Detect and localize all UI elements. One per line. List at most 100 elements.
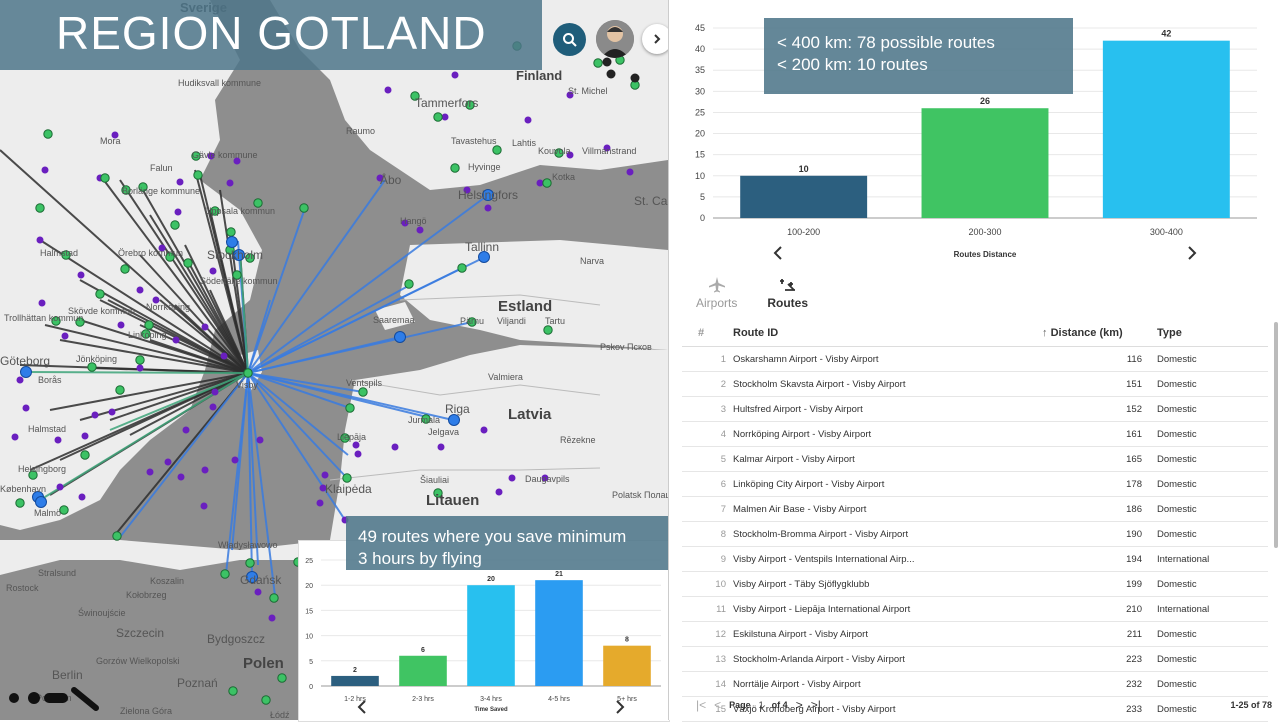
y-tick-label: 25: [305, 558, 313, 565]
table-scrollbar[interactable]: [1274, 322, 1278, 548]
table-row[interactable]: 4 Norrköping Airport - Visby Airport 161 Do…: [682, 421, 1268, 447]
route-map[interactable]: SverigeHudiksvall kommuneFinlandTammerfo…: [0, 0, 668, 720]
distance-cell: 116: [1041, 346, 1156, 372]
col-number-header: #: [682, 320, 732, 347]
time-saved-data-label: 21: [555, 571, 563, 578]
tab-airports-label: Airports: [696, 296, 738, 310]
time-saved-banner: 49 routes where you save minimum 3 hours…: [346, 516, 668, 570]
map-label: Stockholm: [207, 248, 264, 262]
table-row[interactable]: 12 Eskilstuna Airport - Visby Airport 211 D…: [682, 621, 1268, 647]
first-page-icon[interactable]: |<: [696, 698, 707, 712]
distance-bar[interactable]: [740, 175, 868, 218]
type-cell: Domestic: [1156, 496, 1268, 522]
page-title: REGION GOTLAND: [56, 7, 487, 59]
time-saved-bar[interactable]: [331, 675, 379, 686]
table-row[interactable]: 2 Stockholm Skavsta Airport - Visby Airpo…: [682, 371, 1268, 397]
table-row[interactable]: 6 Linköping City Airport - Visby Airport 1…: [682, 471, 1268, 497]
last-page-icon[interactable]: >|: [810, 698, 821, 712]
page-number-input[interactable]: 1: [758, 700, 764, 710]
chevron-right-icon[interactable]: [1188, 246, 1197, 260]
time-saved-data-label: 6: [421, 647, 425, 654]
time-saved-bar[interactable]: [603, 645, 651, 686]
map-label: Jurmala: [408, 415, 441, 425]
tab-routes[interactable]: Routes: [767, 276, 808, 310]
chevron-left-icon[interactable]: [357, 700, 366, 714]
routes-icon: [779, 276, 797, 296]
table-row[interactable]: 3 Hultsfred Airport - Visby Airport 152 Dom…: [682, 396, 1268, 422]
prev-page-icon[interactable]: <: [714, 698, 722, 712]
next-page-icon[interactable]: >: [795, 698, 803, 712]
time-saved-bar[interactable]: [467, 585, 515, 686]
distance-cell: 232: [1041, 671, 1156, 697]
map-label: Rostock: [6, 583, 39, 593]
map-label: Jelgava: [428, 427, 460, 437]
table-row[interactable]: 13 Stockholm-Arlanda Airport - Visby Airp…: [682, 646, 1268, 672]
map-label: Visby: [236, 380, 258, 390]
y-tick-label: 25: [695, 107, 705, 117]
chevron-right-icon[interactable]: [616, 700, 625, 714]
route-id-cell: Visby Airport - Liepāja International Ai…: [732, 596, 1041, 622]
route-id-cell: Norrköping Airport - Visby Airport: [732, 421, 1041, 447]
map-label: Šiauliai: [420, 475, 450, 485]
type-cell: International: [1156, 546, 1268, 572]
map-label: Linköping: [128, 330, 167, 340]
map-label: St. Санкт: [634, 194, 668, 208]
time-saved-bar[interactable]: [535, 580, 583, 686]
col-type-header[interactable]: Type: [1156, 320, 1268, 347]
map-label: Daugavpils: [525, 474, 570, 484]
type-cell: Domestic: [1156, 471, 1268, 497]
map-label: Ventspils: [346, 378, 383, 388]
table-row[interactable]: 14 Norrtälje Airport - Visby Airport 232 Do…: [682, 671, 1268, 697]
y-tick-label: 45: [695, 23, 705, 33]
time-saved-bar[interactable]: [399, 655, 447, 686]
row-number: 4: [682, 421, 732, 447]
type-cell: Domestic: [1156, 521, 1268, 547]
row-number: 2: [682, 371, 732, 397]
map-label: Hyvinge: [468, 162, 501, 172]
expand-panel-button[interactable]: [642, 24, 672, 54]
row-number: 1: [682, 346, 732, 372]
avatar[interactable]: [596, 20, 634, 58]
distance-bar[interactable]: [921, 108, 1049, 218]
table-row[interactable]: 9 Visby Airport - Ventspils International…: [682, 546, 1268, 572]
distance-cell: 152: [1041, 396, 1156, 422]
y-tick-label: 15: [695, 150, 705, 160]
table-row[interactable]: 5 Kalmar Airport - Visby Airport 165 Domest…: [682, 446, 1268, 472]
map-label: Örebro kommun: [118, 248, 184, 258]
map-label: Åbo: [380, 173, 402, 187]
table-row[interactable]: 1 Oskarshamn Airport - Visby Airport 116 Do…: [682, 346, 1268, 372]
map-label: Berlin: [52, 668, 83, 682]
row-number: 14: [682, 671, 732, 697]
chevron-left-icon[interactable]: [773, 246, 782, 260]
route-id-cell: Stockholm Skavsta Airport - Visby Airpor…: [732, 371, 1041, 397]
y-tick-label: 0: [309, 684, 313, 691]
distance-category-label: 300-400: [1150, 227, 1183, 237]
table-row[interactable]: 8 Stockholm-Bromma Airport - Visby Airpor…: [682, 521, 1268, 547]
route-id-cell: Kalmar Airport - Visby Airport: [732, 446, 1041, 472]
y-tick-label: 30: [695, 86, 705, 96]
table-row[interactable]: 10 Visby Airport - Täby Sjöflygklubb 199 Do…: [682, 571, 1268, 597]
tab-airports[interactable]: Airports: [696, 276, 737, 310]
map-label: København: [0, 484, 47, 494]
distance-x-axis-label: Routes Distance: [954, 250, 1017, 259]
y-tick-label: 5: [700, 192, 705, 202]
col-distance-header[interactable]: ↑ Distance (km): [1041, 320, 1156, 347]
table-row[interactable]: 7 Malmen Air Base - Visby Airport 186 Domes…: [682, 496, 1268, 522]
map-label: Pskov Псков: [600, 342, 652, 352]
y-tick-label: 15: [305, 608, 313, 615]
map-label: Świnoujście: [78, 608, 126, 618]
map-label: Estland: [498, 298, 553, 315]
table-row[interactable]: 11 Visby Airport - Liepāja International …: [682, 596, 1268, 622]
map-canvas[interactable]: [0, 0, 668, 720]
route-id-cell: Visby Airport - Täby Sjöflygklubb: [732, 571, 1041, 597]
type-cell: Domestic: [1156, 421, 1268, 447]
map-label: Bydgoszcz: [207, 632, 266, 646]
distance-bar[interactable]: [1102, 40, 1230, 218]
type-cell: Domestic: [1156, 396, 1268, 422]
map-label: Koszalin: [150, 576, 185, 586]
col-route-header[interactable]: Route ID: [732, 320, 1041, 347]
distance-cell: 186: [1041, 496, 1156, 522]
search-button[interactable]: [553, 23, 586, 56]
y-tick-label: 10: [305, 634, 313, 641]
chevron-right-icon: [654, 34, 661, 44]
